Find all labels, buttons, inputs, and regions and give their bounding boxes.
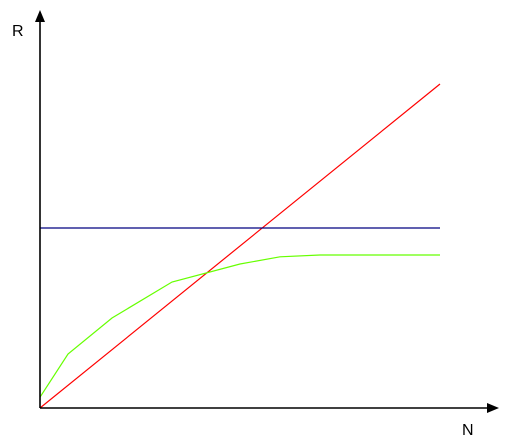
axes	[35, 10, 499, 413]
series-line-3	[39, 254, 440, 398]
y-axis-label: R	[12, 23, 24, 40]
x-axis-label: N	[462, 422, 474, 439]
series-layer	[39, 83, 441, 409]
y-axis-arrow-icon	[35, 10, 45, 22]
series-line-1	[39, 83, 441, 409]
x-axis-arrow-icon	[487, 403, 499, 413]
